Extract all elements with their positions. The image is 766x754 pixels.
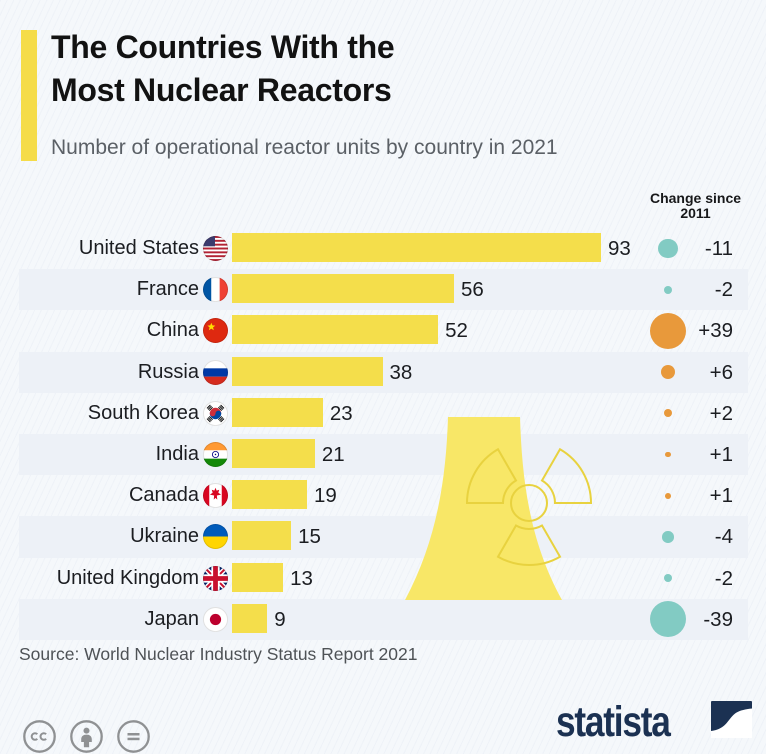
reactor-count-value: 23 — [329, 401, 353, 425]
change-value: +1 — [709, 443, 733, 466]
flag-jp-icon — [202, 606, 228, 632]
change-value: -2 — [714, 566, 733, 590]
flag-kr-icon — [202, 400, 228, 426]
statista-logo-mark[interactable] — [711, 701, 752, 738]
change-bubble — [660, 365, 676, 380]
reactor-count-bar — [231, 356, 383, 386]
page-title: The Countries With the Most Nuclear Reac… — [51, 26, 395, 112]
change-bubble — [665, 451, 671, 458]
change-bubble — [649, 312, 687, 350]
change-header-line-2: 2011 — [680, 205, 711, 221]
reactor-count-value: 13 — [290, 566, 313, 590]
change-value: +6 — [709, 360, 733, 384]
attribution-person-icon[interactable] — [69, 719, 104, 754]
flag-gb-icon — [202, 565, 228, 591]
no-derivatives-equals-icon[interactable] — [116, 719, 151, 754]
country-label: South Korea — [87, 401, 199, 424]
reactor-count-value: 15 — [298, 525, 321, 549]
change-bubble — [663, 574, 673, 583]
change-value: +39 — [698, 319, 733, 343]
country-label: United Kingdom — [56, 566, 199, 589]
source-note: Source: World Nuclear Industry Status Re… — [19, 644, 418, 664]
change-value: -11 — [704, 237, 733, 260]
reactor-count-value: 9 — [274, 607, 286, 631]
reactor-count-bar — [231, 274, 454, 304]
change-value: +1 — [709, 484, 733, 508]
change-value: -4 — [714, 525, 733, 549]
reactor-count-bar — [231, 315, 439, 345]
flag-cn-icon — [202, 318, 228, 344]
title-accent-bar — [21, 30, 37, 161]
reactor-count-value: 19 — [314, 484, 337, 508]
table-row-south-korea: South Korea 23 +2 — [0, 393, 766, 434]
reactor-count-bar — [231, 480, 307, 510]
statista-logo-text[interactable]: statista — [556, 698, 671, 746]
reactor-count-value: 56 — [461, 278, 484, 302]
flag-in-icon — [202, 442, 228, 468]
cooling-tower-icon — [405, 417, 562, 600]
change-value: +2 — [709, 401, 733, 425]
cc-icon[interactable] — [22, 719, 57, 754]
country-label: Canada — [128, 484, 199, 507]
change-bubble — [649, 601, 687, 638]
country-label: Russia — [137, 360, 199, 383]
reactor-count-bar — [231, 233, 601, 262]
table-row-china: China 52 +39 — [0, 310, 766, 351]
change-value: -39 — [703, 607, 733, 631]
row-stripe — [19, 516, 748, 558]
table-row-france: France 56 -2 — [0, 269, 766, 310]
country-label: Ukraine — [130, 525, 199, 548]
table-row-united-kingdom: United Kingdom 13 -2 — [0, 558, 766, 599]
flag-ca-icon — [202, 483, 228, 509]
page-subtitle: Number of operational reactor units by c… — [51, 136, 558, 159]
title-line-2: Most Nuclear Reactors — [51, 72, 392, 108]
table-row-united-states: United States 93 -11 — [0, 228, 766, 269]
change-value: -2 — [714, 278, 733, 302]
table-row-ukraine: Ukraine 15 -4 — [0, 516, 766, 557]
country-label: China — [146, 319, 199, 342]
change-header-line-1: Change since — [649, 190, 742, 206]
country-label: France — [136, 278, 199, 301]
table-row-russia: Russia 38 +6 — [0, 352, 766, 393]
country-label: United States — [78, 237, 199, 259]
table-row-india: India 21 +1 — [0, 434, 766, 475]
table-row-japan: Japan 9 -39 — [0, 599, 766, 640]
row-stripe — [19, 598, 748, 640]
change-bubble — [665, 492, 671, 499]
change-since-2011-header: Change since 2011 — [633, 191, 758, 221]
reactor-count-value: 38 — [389, 360, 413, 384]
reactor-count-value: 21 — [321, 443, 345, 466]
country-label: India — [155, 443, 199, 465]
row-stripe — [19, 351, 748, 393]
reactor-count-value: 52 — [445, 319, 468, 343]
country-label: Japan — [144, 607, 200, 630]
reactor-count-bar — [231, 603, 268, 633]
cooling-tower-watermark — [405, 417, 593, 600]
reactor-count-value: 93 — [608, 237, 631, 260]
table-row-canada: Canada 19 +1 — [0, 475, 766, 516]
change-bubble — [658, 239, 678, 259]
radiation-symbol-icon — [465, 447, 593, 567]
row-stripe — [19, 434, 748, 476]
change-bubble — [662, 531, 674, 543]
reactor-count-bar — [231, 439, 315, 468]
flag-us-icon — [202, 236, 228, 262]
reactor-count-bar — [231, 397, 323, 427]
flag-ua-icon — [202, 524, 228, 550]
flag-fr-icon — [202, 277, 228, 303]
flag-ru-icon — [202, 359, 228, 385]
reactor-count-bar — [231, 521, 292, 551]
change-bubble — [663, 285, 673, 294]
reactor-count-bar — [231, 562, 284, 592]
change-bubble — [663, 409, 673, 418]
title-line-1: The Countries With the — [51, 29, 395, 65]
